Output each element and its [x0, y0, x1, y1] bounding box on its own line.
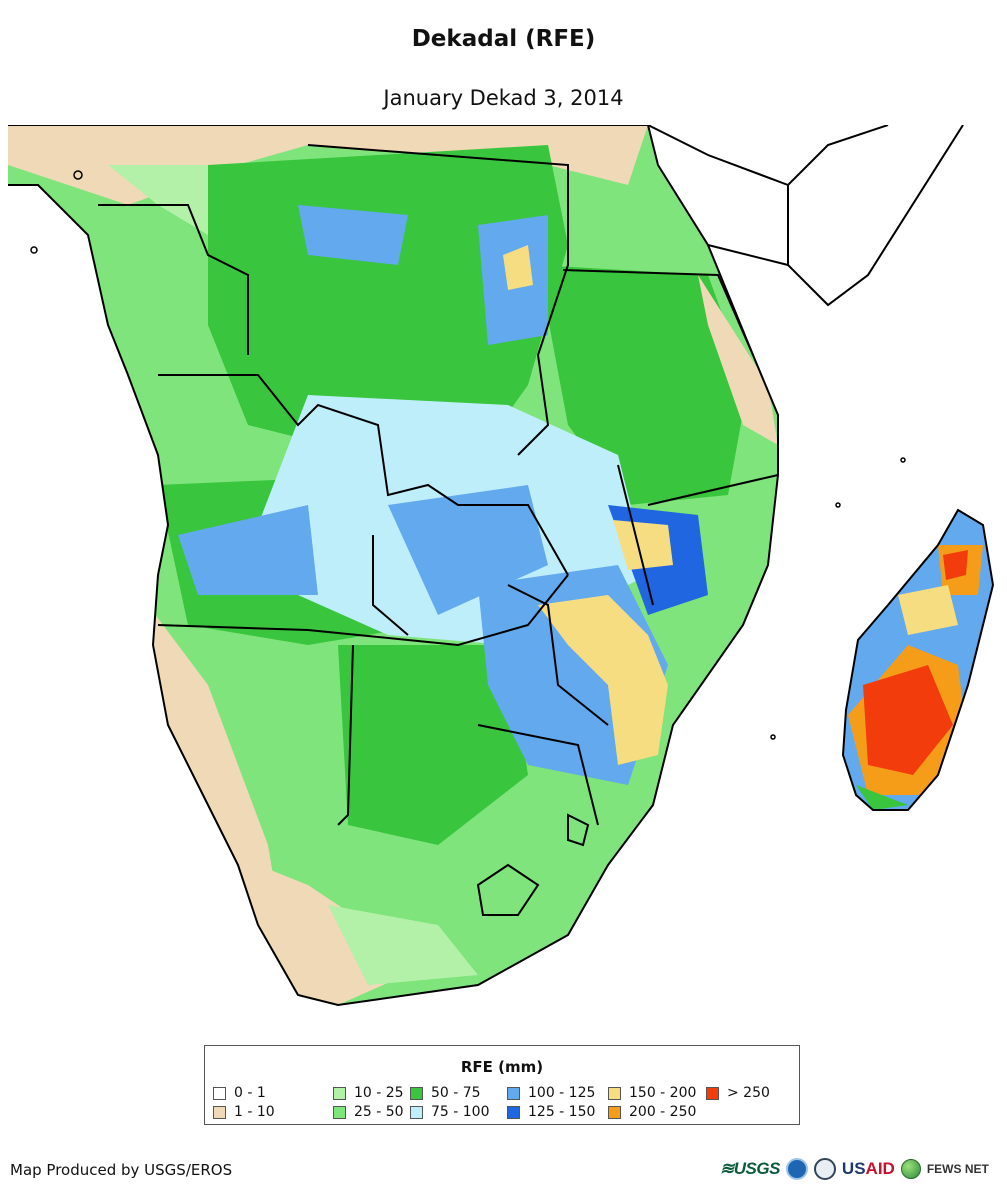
legend-label: 25 - 50 — [354, 1104, 404, 1120]
legend-swatch — [213, 1086, 226, 1100]
legend-label: 10 - 25 — [354, 1085, 404, 1101]
legend-swatch — [507, 1105, 520, 1119]
legend-label: 150 - 200 — [629, 1085, 697, 1101]
noaa-logo-icon — [785, 1158, 808, 1180]
legend-item: 200 - 250 — [608, 1103, 696, 1121]
legend-swatch — [410, 1105, 423, 1119]
credit-text: Map Produced by USGS/EROS — [10, 1161, 233, 1179]
legend-swatch — [333, 1105, 346, 1119]
legend-title: RFE (mm) — [460, 1058, 544, 1076]
seal-logo-icon — [813, 1158, 836, 1180]
legend-label: > 250 — [727, 1085, 770, 1101]
legend-label: 100 - 125 — [528, 1085, 596, 1101]
legend-swatch — [507, 1086, 520, 1100]
legend-swatch — [410, 1086, 423, 1100]
legend-label: 1 - 10 — [234, 1104, 275, 1120]
legend-label: 200 - 250 — [629, 1104, 697, 1120]
legend-item: 100 - 125 — [507, 1084, 595, 1102]
usgs-logo-icon: ≋USGS — [720, 1159, 780, 1178]
country-borders — [8, 125, 995, 1007]
legend-label: 0 - 1 — [234, 1085, 266, 1101]
island-markers — [30, 170, 906, 740]
legend-item: 25 - 50 — [333, 1103, 404, 1121]
legend-item: 0 - 1 — [213, 1084, 266, 1102]
mainland-rainfall-field — [8, 125, 778, 1005]
legend-label: 75 - 100 — [431, 1104, 490, 1120]
usaid-logo-icon: USAID — [841, 1159, 895, 1178]
legend-swatch — [608, 1105, 621, 1119]
legend-swatch — [333, 1086, 346, 1100]
legend-item: 150 - 200 — [608, 1084, 696, 1102]
legend-label: 50 - 75 — [431, 1085, 481, 1101]
legend-item: 1 - 10 — [213, 1103, 275, 1121]
legend-item: 10 - 25 — [333, 1084, 404, 1102]
map-subtitle: January Dekad 3, 2014 — [383, 86, 624, 110]
legend-grid: 0 - 1 1 - 10 10 - 25 25 - 50 50 - 75 75 - 100… — [213, 1084, 793, 1124]
legend-item: > 250 — [706, 1084, 770, 1102]
fews-net-logo: FEWS NET — [926, 1162, 989, 1176]
legend-item: 125 - 150 — [507, 1103, 595, 1121]
north-east-borders — [647, 125, 964, 307]
legend-item: 50 - 75 — [410, 1084, 481, 1102]
legend-swatch — [706, 1086, 719, 1100]
map-legend: RFE (mm) 0 - 1 1 - 10 10 - 25 25 - 50 50 - 7… — [204, 1045, 800, 1125]
legend-swatch — [608, 1086, 621, 1100]
legend-label: 125 - 150 — [528, 1104, 596, 1120]
fews-globe-icon — [900, 1159, 921, 1179]
legend-item: 75 - 100 — [410, 1103, 490, 1121]
logo-strip: ≋USGS USAID FEWS NET — [720, 1156, 1002, 1182]
map-title: Dekadal (RFE) — [411, 26, 596, 52]
legend-swatch — [213, 1105, 226, 1119]
rainfall-map — [8, 125, 1002, 1025]
